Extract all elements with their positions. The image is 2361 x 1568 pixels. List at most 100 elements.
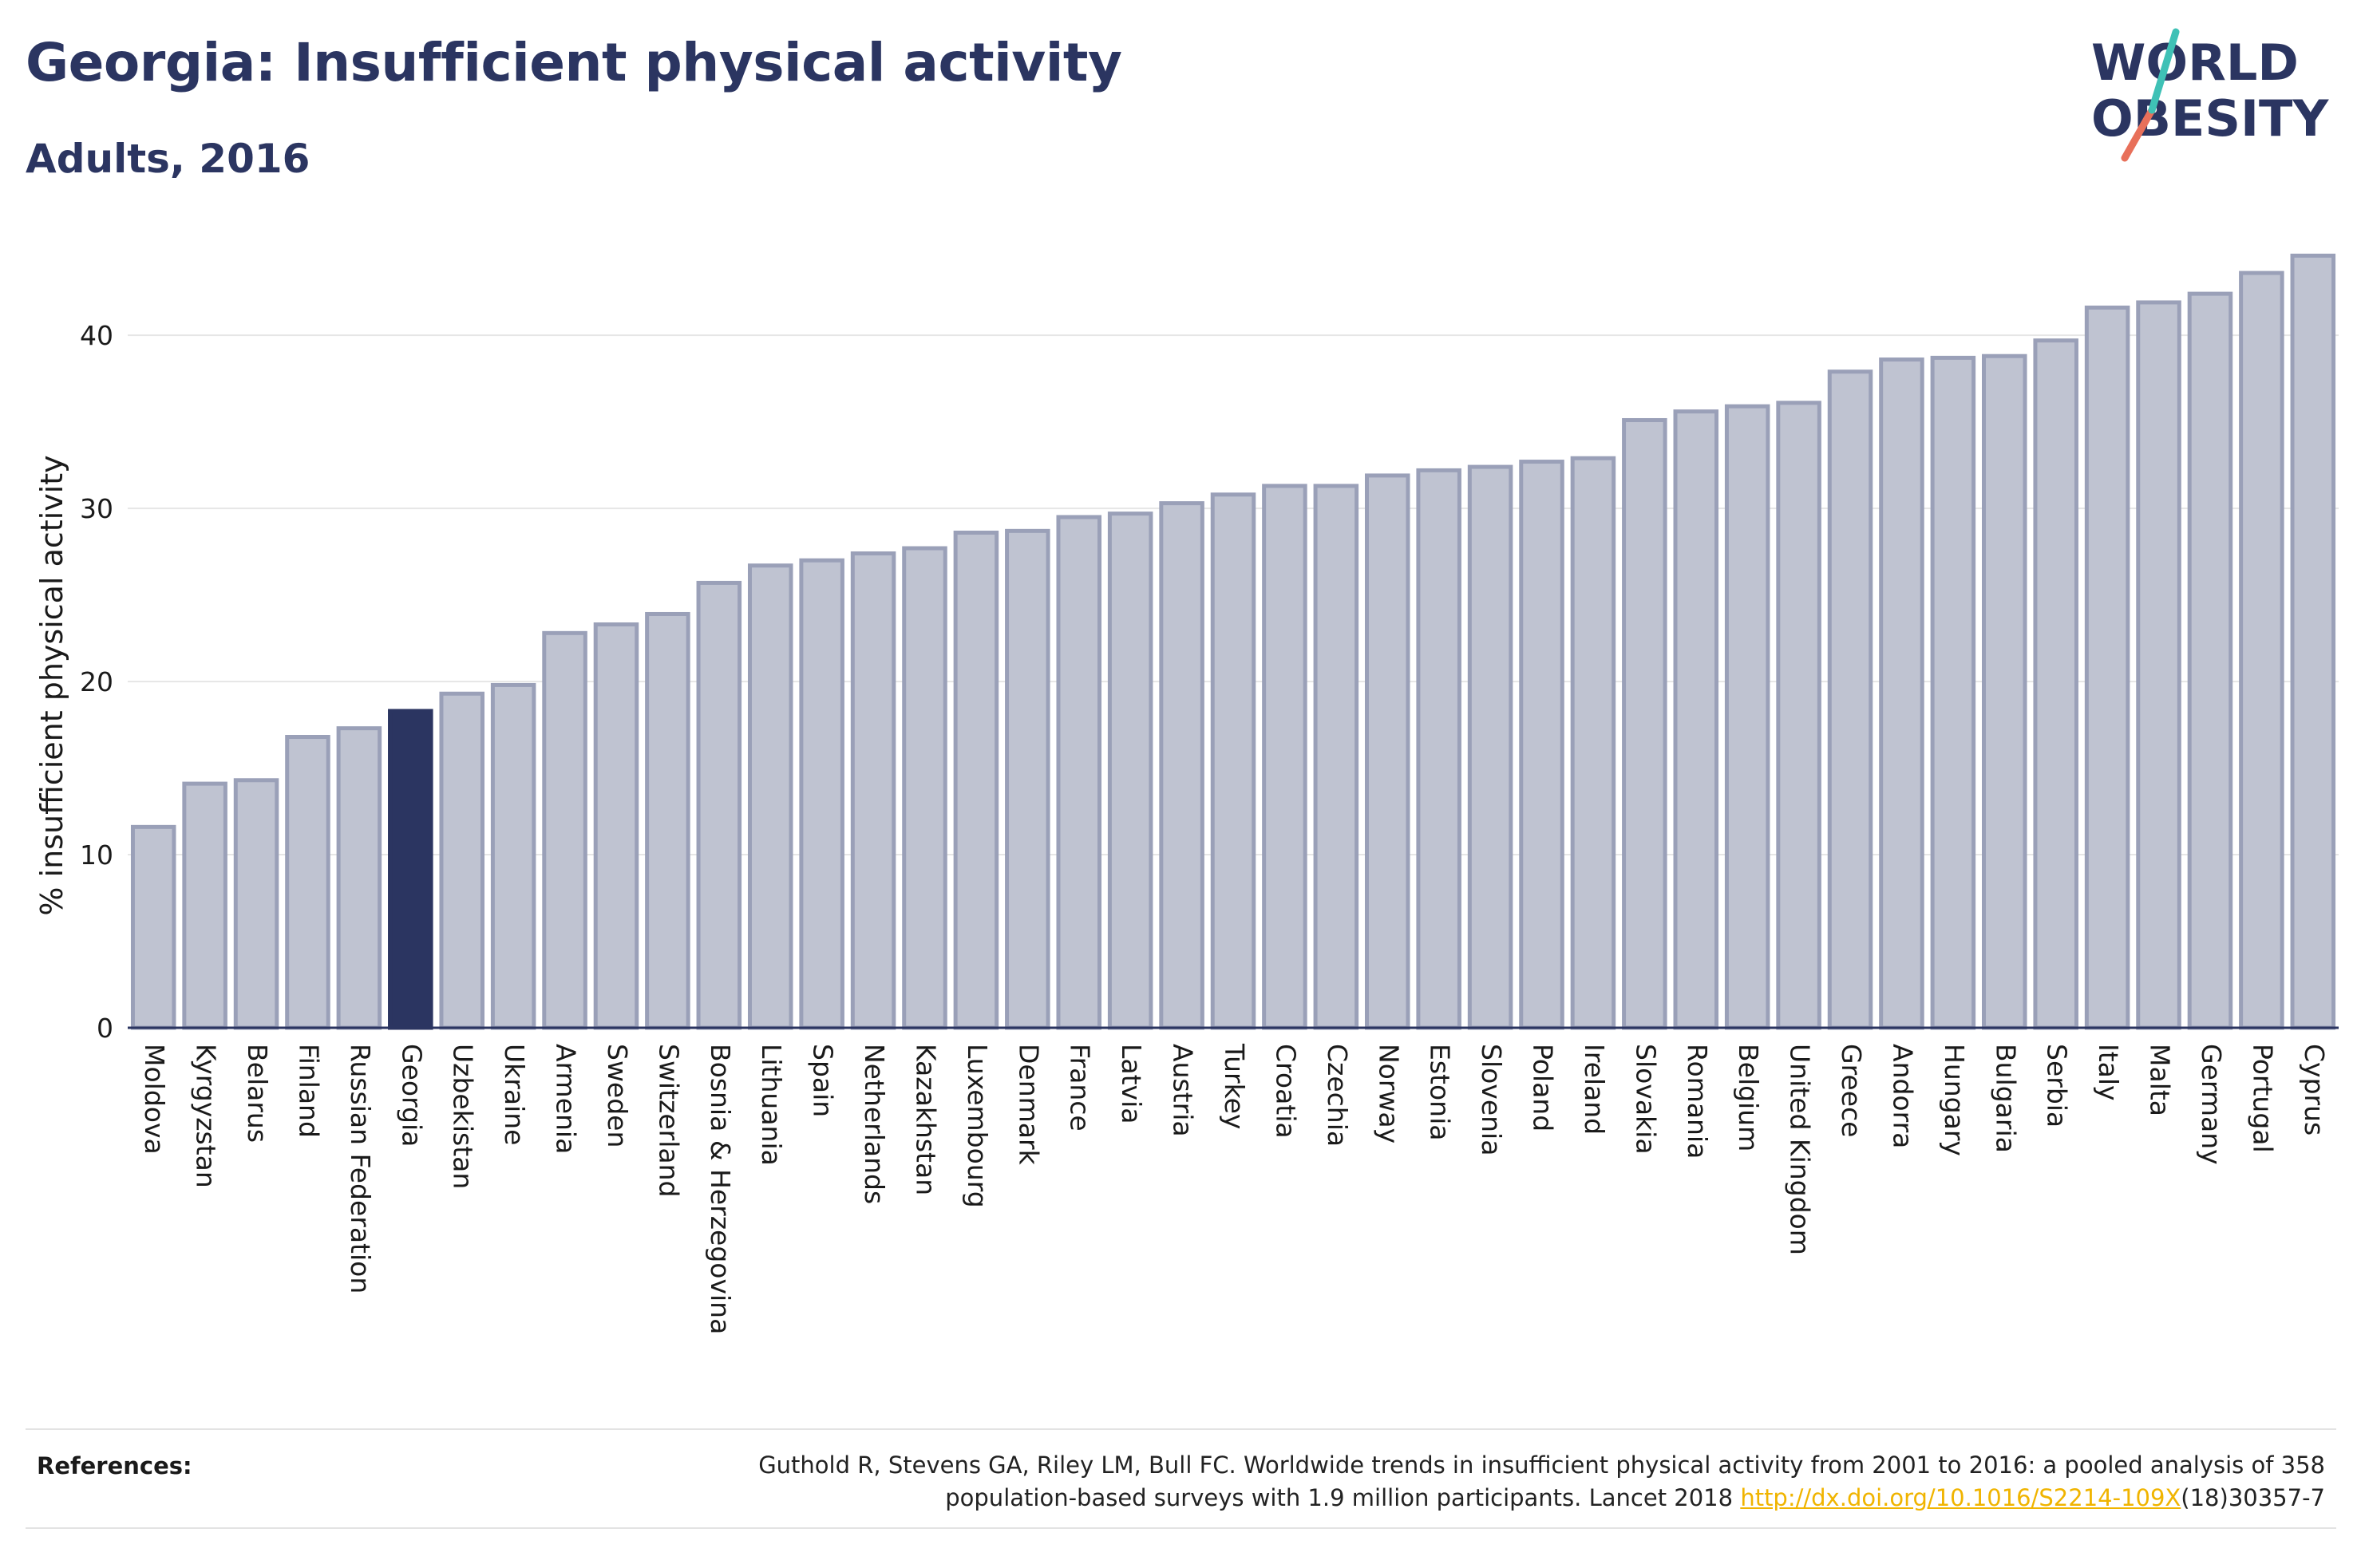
x-tick-label: Portugal — [2247, 1044, 2278, 1153]
bar-luxembourg — [953, 531, 999, 1030]
bar-united-kingdom — [1776, 401, 1821, 1030]
bar-ukraine — [490, 682, 536, 1030]
x-tick-label: Kazakhstan — [910, 1044, 941, 1195]
bar-belarus — [233, 778, 279, 1030]
bar-greece — [1827, 369, 1873, 1030]
bar-france — [1056, 515, 1102, 1030]
y-axis-label: % insufficient physical activity — [34, 455, 69, 915]
x-tick-label: Austria — [1168, 1044, 1199, 1137]
x-tick-label: Georgia — [396, 1044, 427, 1147]
bar-poland — [1519, 460, 1564, 1030]
logo-slash-lower — [2121, 106, 2156, 162]
bar-moldova — [130, 824, 176, 1030]
x-tick-label: Latvia — [1116, 1044, 1147, 1124]
x-tick-label: Ukraine — [499, 1044, 530, 1145]
bar-sweden — [593, 622, 639, 1030]
bar-austria — [1159, 501, 1204, 1030]
logo-line2: OBESITY — [2091, 89, 2329, 148]
x-tick-label: Denmark — [1013, 1044, 1044, 1166]
x-tick-label: Estonia — [1425, 1044, 1456, 1140]
y-tick-label: 20 — [80, 666, 113, 697]
x-tick-label: Belgium — [1733, 1044, 1764, 1151]
x-tick-label: Uzbekistan — [448, 1044, 479, 1189]
bar-portugal — [2239, 271, 2284, 1030]
y-tick-label: 30 — [80, 493, 113, 524]
world-obesity-logo: WORLD OBESITY — [2091, 28, 2329, 162]
y-tick-label: 40 — [80, 320, 113, 351]
x-tick-label: Russian Federation — [345, 1044, 376, 1294]
x-tick-label: Serbia — [2042, 1044, 2073, 1128]
bar-andorra — [1879, 357, 1924, 1030]
x-tick-label: Slovenia — [1476, 1044, 1507, 1155]
bar-cyprus — [2290, 253, 2336, 1030]
references-label: References: — [37, 1452, 192, 1479]
bar-switzerland — [645, 611, 690, 1030]
x-tick-label: Kyrgyzstan — [191, 1044, 222, 1188]
bar-bulgaria — [1982, 353, 2027, 1030]
x-tick-label: Sweden — [602, 1044, 633, 1147]
bar-turkey — [1210, 492, 1256, 1030]
bar-germany — [2187, 291, 2233, 1030]
x-tick-label: Hungary — [1939, 1044, 1970, 1156]
page-subtitle: Adults, 2016 — [26, 136, 310, 182]
x-tick-label: Malta — [2145, 1044, 2176, 1116]
bar-slovenia — [1467, 464, 1513, 1030]
bar-romania — [1673, 409, 1719, 1030]
bar-spain — [799, 558, 844, 1030]
x-tick-label: France — [1065, 1044, 1096, 1132]
x-tick-label: Andorra — [1887, 1044, 1918, 1148]
x-tick-label: Moldova — [139, 1044, 170, 1155]
page-title: Georgia: Insufficient physical activity — [26, 32, 1122, 93]
bar-finland — [285, 735, 330, 1030]
x-tick-label: Spain — [808, 1044, 839, 1117]
x-tick-label: Greece — [1836, 1044, 1867, 1137]
logo-line1: WORLD — [2091, 34, 2299, 92]
bar-kazakhstan — [902, 546, 947, 1030]
bar-norway — [1364, 473, 1410, 1030]
bar-croatia — [1262, 484, 1307, 1030]
x-tick-label: Croatia — [1270, 1044, 1301, 1139]
bar-malta — [2136, 300, 2181, 1030]
bar-netherlands — [850, 551, 896, 1030]
x-tick-label: Czechia — [1322, 1044, 1353, 1147]
y-tick-label: 0 — [97, 1013, 113, 1044]
bar-kyrgyzstan — [182, 781, 227, 1030]
bar-serbia — [2033, 338, 2078, 1030]
x-tick-label: Ireland — [1579, 1044, 1610, 1135]
x-tick-label: Lithuania — [756, 1044, 787, 1166]
bar-russian-federation — [336, 726, 382, 1030]
reference-line1: Guthold R, Stevens GA, Riley LM, Bull FC… — [758, 1451, 2325, 1479]
x-tick-label: Netherlands — [859, 1044, 890, 1204]
bar-lithuania — [747, 563, 793, 1030]
x-tick-label: United Kingdom — [1785, 1044, 1816, 1255]
bar-georgia — [388, 709, 433, 1030]
bar-hungary — [1930, 355, 1976, 1030]
bar-latvia — [1107, 511, 1153, 1030]
bar-chart: 0 10 20 30 40 % insufficient physical activit… — [34, 253, 2339, 1334]
x-tick-label: Slovakia — [1630, 1044, 1661, 1155]
x-tick-label: Armenia — [551, 1044, 582, 1154]
references-box: References: Guthold R, Stevens GA, Riley… — [26, 1428, 2336, 1529]
reference-line2-prefix: population-based surveys with 1.9 millio… — [945, 1484, 1741, 1511]
x-tick-label: Bosnia & Herzegovina — [705, 1044, 736, 1334]
x-tick-label: Norway — [1373, 1044, 1404, 1143]
x-tick-label: Finland — [293, 1044, 324, 1138]
bar-armenia — [542, 630, 587, 1030]
reference-line2-suffix: (18)30357-7 — [2181, 1484, 2325, 1511]
x-tick-label: Bulgaria — [1990, 1044, 2021, 1153]
bar-belgium — [1724, 404, 1770, 1030]
x-tick-label: Switzerland — [653, 1044, 684, 1198]
bar-slovakia — [1622, 417, 1667, 1030]
bar-estonia — [1416, 468, 1461, 1030]
reference-doi-link[interactable]: http://dx.doi.org/10.1016/S2214-109X — [1740, 1484, 2181, 1511]
bar-ireland — [1570, 456, 1616, 1030]
bar-bosnia-herzegovina — [696, 580, 742, 1030]
bar-denmark — [1005, 528, 1050, 1030]
x-tick-label: Romania — [1682, 1044, 1713, 1159]
y-tick-label: 10 — [80, 839, 113, 871]
logo-slash-upper — [2148, 28, 2180, 114]
bar-czechia — [1313, 484, 1359, 1030]
x-tick-label: Turkey — [1219, 1043, 1250, 1129]
x-tick-label: Luxembourg — [962, 1044, 993, 1208]
x-tick-label: Poland — [1528, 1044, 1559, 1132]
